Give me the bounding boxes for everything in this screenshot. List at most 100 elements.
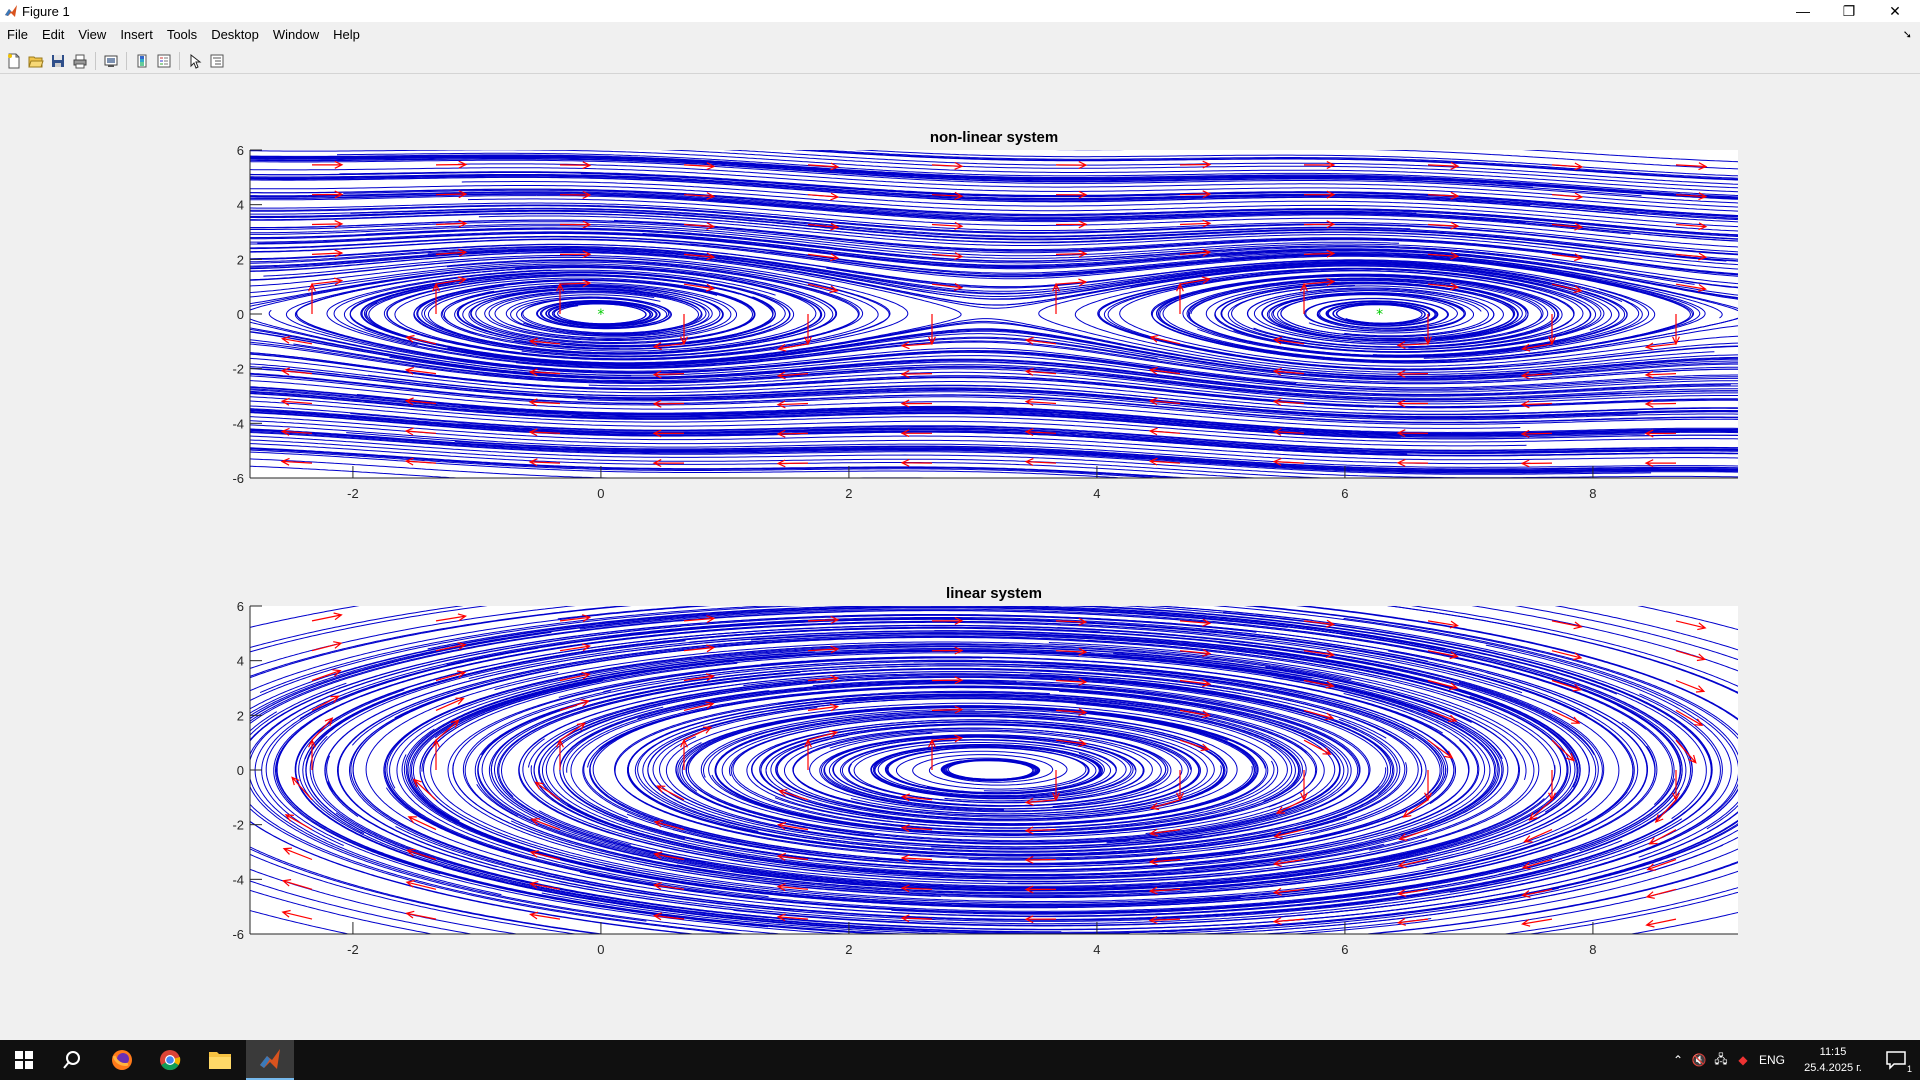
insert-legend-button[interactable]	[153, 50, 175, 72]
streamline	[1680, 669, 1738, 694]
x-tick-label: 6	[1341, 486, 1348, 501]
nonlinear-axes[interactable]: * * -2 0 2 4 6 8 -6 -4 -2 0 2 4 6 non-linear system	[213, 129, 1775, 501]
quiver-arrow	[281, 909, 313, 920]
window-title: Figure 1	[22, 4, 70, 19]
app-tray-icon[interactable]: ◆	[1738, 1053, 1748, 1067]
quiver-arrow	[404, 427, 437, 436]
streamline	[703, 710, 1238, 817]
streamline	[536, 411, 1645, 438]
network-icon[interactable]: 🖧	[1714, 1051, 1728, 1066]
x-tick-label: 6	[1341, 942, 1348, 957]
x-tick-label: -2	[347, 486, 359, 501]
streamline	[384, 651, 766, 858]
streamline	[250, 256, 880, 306]
streamline	[1451, 176, 1738, 196]
streamlines-group	[250, 606, 1738, 934]
streamline	[541, 887, 1567, 934]
quiver-arrow	[1521, 343, 1553, 352]
taskbar-matlab[interactable]	[246, 1040, 294, 1080]
menu-desktop[interactable]: Desktop	[211, 27, 259, 42]
dock-figure-icon[interactable]: ➘	[1902, 29, 1912, 41]
new-figure-button[interactable]	[3, 50, 25, 72]
quiver-arrow	[777, 821, 809, 831]
title-bar[interactable]: Figure 1 — ❐ ✕	[0, 0, 1920, 22]
search-icon	[63, 1051, 80, 1069]
streamline	[558, 869, 1567, 925]
restore-button[interactable]: ❐	[1826, 0, 1872, 22]
streamline	[1471, 606, 1681, 653]
streamline	[536, 297, 671, 330]
quiver-arrow	[1551, 620, 1583, 630]
streamline	[1680, 823, 1738, 853]
streamline	[535, 671, 1387, 744]
streamline	[1074, 267, 1715, 373]
taskbar-chrome[interactable]	[146, 1040, 194, 1080]
streamline	[1048, 642, 1540, 835]
streamline	[500, 231, 1567, 269]
streamline	[1451, 249, 1738, 289]
minimize-button[interactable]: —	[1780, 0, 1826, 22]
streamline	[401, 754, 1109, 908]
streamline	[1222, 666, 1520, 871]
search-button[interactable]	[48, 1040, 96, 1080]
streamline	[764, 721, 1200, 815]
streamline	[250, 221, 1109, 254]
taskbar-firefox[interactable]	[98, 1040, 146, 1080]
streamline	[389, 356, 1452, 397]
notification-center-button[interactable]: 1	[1872, 1040, 1920, 1080]
streamline	[307, 887, 520, 934]
streamline	[587, 686, 1338, 768]
streamline	[1451, 231, 1738, 260]
quiver-arrow	[807, 674, 840, 683]
menu-tools[interactable]: Tools	[166, 27, 198, 42]
streamline	[307, 606, 1313, 671]
plots-svg[interactable]: * * -2 0 2 4 6 8 -6 -4 -2 0 2 4 6 non-linear system -2 0…	[0, 75, 1920, 1040]
quiver-arrow	[776, 852, 809, 861]
streamline	[1637, 606, 1681, 616]
property-inspector-button[interactable]	[206, 50, 228, 72]
print-button[interactable]	[69, 50, 91, 72]
streamline	[457, 163, 1567, 197]
linear-axes[interactable]: -2 0 2 4 6 8 -6 -4 -2 0 2 4 6 linear system	[213, 585, 1775, 957]
print-preview-button[interactable]	[100, 50, 122, 72]
streamline	[536, 606, 626, 616]
quiver-arrow	[776, 400, 809, 409]
streamline	[1213, 606, 1682, 707]
streamline	[312, 640, 686, 853]
insert-colorbar-button[interactable]	[131, 50, 153, 72]
taskbar-file-explorer[interactable]	[196, 1040, 244, 1080]
menu-help[interactable]: Help	[333, 27, 360, 42]
streamline	[708, 710, 1223, 836]
streamline	[250, 156, 1338, 181]
menu-file[interactable]: File	[7, 27, 28, 42]
streamline	[421, 395, 1521, 429]
streamline	[1304, 297, 1465, 332]
quiver-arrow	[1303, 278, 1336, 287]
menu-edit[interactable]: Edit	[41, 27, 65, 42]
streamline	[561, 247, 1567, 295]
streamline	[475, 288, 710, 343]
language-indicator[interactable]: ENG	[1758, 1053, 1785, 1067]
show-hidden-icons-icon[interactable]: ⌃	[1672, 1053, 1684, 1067]
menu-insert[interactable]: Insert	[120, 27, 153, 42]
open-file-button[interactable]	[25, 50, 47, 72]
streamline	[250, 167, 766, 178]
restore-icon: ❐	[1842, 2, 1856, 19]
edit-plot-button[interactable]	[184, 50, 206, 72]
menu-window[interactable]: Window	[272, 27, 320, 42]
y-tick-label: -4	[232, 872, 244, 887]
streamline	[1680, 431, 1738, 434]
menu-view[interactable]: View	[78, 27, 107, 42]
close-button[interactable]: ✕	[1872, 0, 1918, 22]
streamline	[993, 377, 1738, 409]
save-button[interactable]	[47, 50, 69, 72]
figure-canvas[interactable]: * * -2 0 2 4 6 8 -6 -4 -2 0 2 4 6 non-linear system -2 0…	[0, 75, 1920, 1040]
volume-muted-icon[interactable]: 🔇	[1691, 1053, 1707, 1067]
streamline	[421, 259, 879, 360]
streamline	[250, 239, 880, 269]
streamline	[250, 880, 422, 926]
taskbar-clock[interactable]: 11:15 25.4.2025 г.	[1800, 1044, 1866, 1076]
start-button[interactable]	[0, 1040, 48, 1080]
streamline	[603, 659, 1453, 762]
quiver-arrow	[559, 614, 592, 623]
